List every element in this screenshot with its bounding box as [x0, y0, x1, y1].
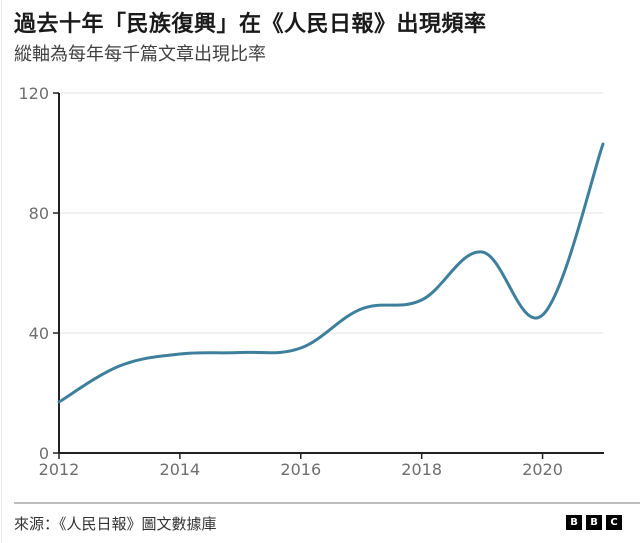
x-tick-label: 2020: [522, 460, 563, 479]
chart-title: 過去十年「民族復興」在《人民日報》出現頻率: [14, 12, 487, 37]
y-axis-ticks: 0 40 80 120: [18, 84, 59, 463]
left-border: [1, 0, 2, 543]
bbc-logo-block: B: [586, 515, 602, 530]
x-axis-ticks: 2012 2014 2016 2018 2020: [39, 453, 563, 479]
footer-divider: [14, 502, 640, 504]
y-tick-label: 80: [29, 204, 49, 223]
x-tick-label: 2014: [160, 460, 201, 479]
series-line-national-rejuvenation: [57, 142, 605, 404]
y-tick-label: 40: [29, 324, 49, 343]
bbc-logo-block: C: [606, 515, 622, 530]
source-note: 來源：《人民日報》圖文數據庫: [14, 515, 217, 533]
gridlines: [59, 92, 603, 334]
y-tick-label: 120: [18, 84, 49, 103]
bbc-logo-block: B: [566, 515, 582, 530]
x-tick-label: 2016: [280, 460, 321, 479]
line-chart: 0 40 80 120 2012 2014 2016 2018 2020: [18, 84, 605, 479]
x-tick-label: 2018: [401, 460, 442, 479]
x-tick-label: 2012: [39, 460, 80, 479]
chart-subtitle: 縱軸為每年每千篇文章出現比率: [14, 44, 266, 65]
y-tick-label: 0: [39, 444, 49, 463]
bbc-logo: B B C: [566, 515, 622, 530]
